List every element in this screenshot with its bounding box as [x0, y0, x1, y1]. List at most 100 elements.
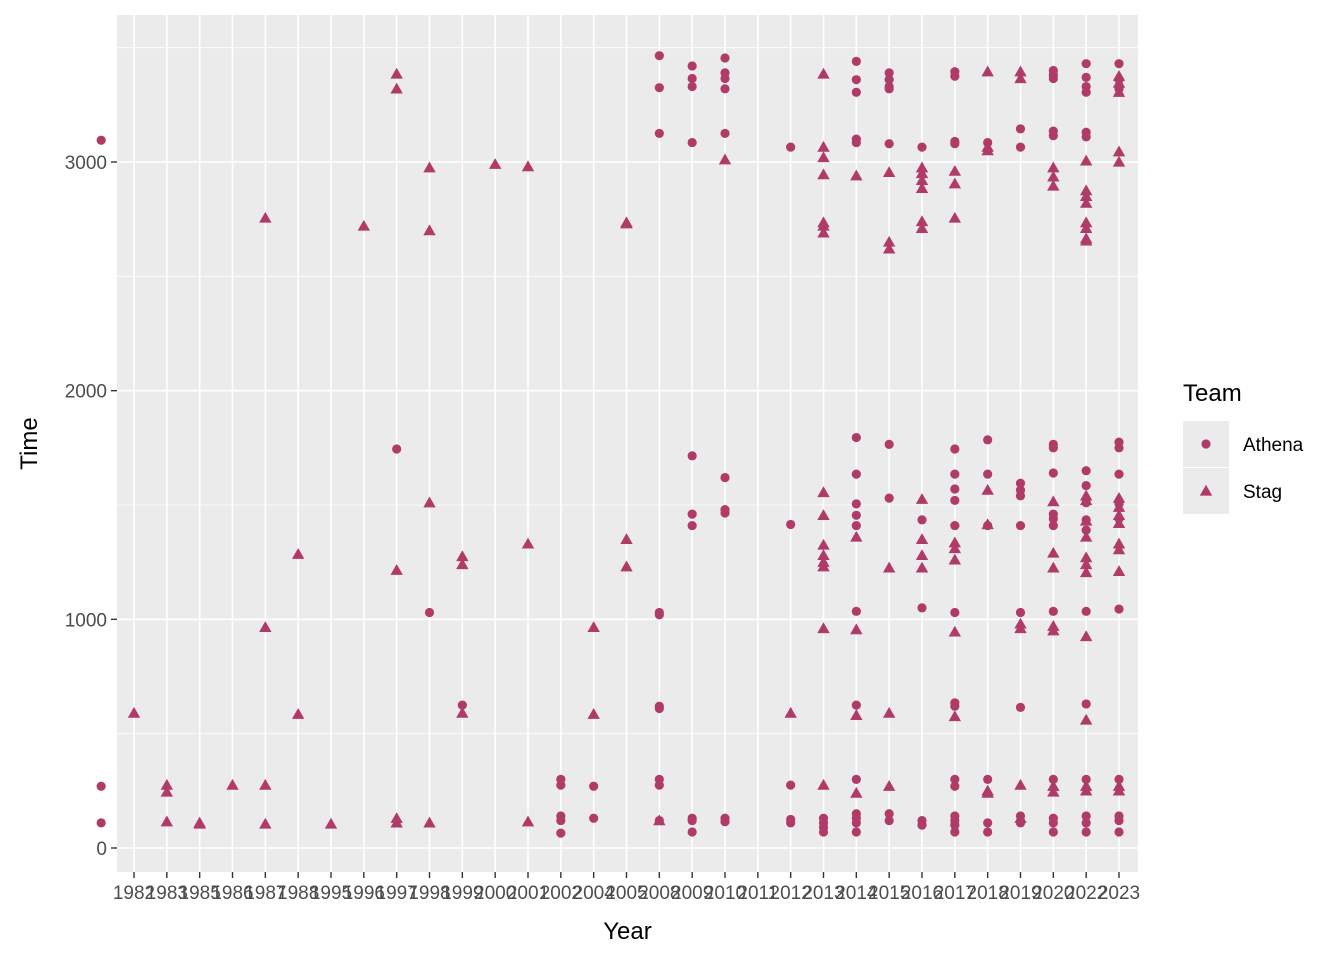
- athena-point: [1048, 443, 1058, 453]
- stag-point: [1112, 543, 1126, 555]
- x-tick-label: 1995: [310, 883, 352, 904]
- y-tick-label: 2000: [65, 382, 107, 403]
- stag-point: [1047, 495, 1060, 507]
- athena-point: [556, 815, 566, 826]
- stag-point: [817, 509, 830, 520]
- athena-point: [1081, 606, 1091, 616]
- stag-point: [1079, 154, 1093, 166]
- athena-point: [983, 435, 993, 445]
- stag-point: [1014, 65, 1027, 77]
- stag-point: [850, 623, 863, 635]
- stag-point: [1079, 196, 1093, 208]
- athena-point: [1015, 491, 1026, 501]
- athena-point: [851, 499, 861, 509]
- stag-point: [882, 780, 896, 791]
- x-tick-label: 2019: [999, 883, 1041, 904]
- x-tick-label: 2022: [1065, 883, 1107, 904]
- x-tick-label: 1983: [146, 883, 188, 904]
- x-tick-label: 1999: [441, 883, 483, 904]
- athena-point: [1048, 774, 1058, 785]
- stag-point: [882, 242, 896, 254]
- athena-point: [983, 818, 993, 828]
- athena-point: [884, 493, 894, 503]
- stag-point: [456, 550, 469, 562]
- athena-point: [1015, 142, 1026, 152]
- athena-point: [96, 818, 106, 828]
- athena-point: [851, 75, 861, 85]
- athena-point: [720, 73, 730, 84]
- athena-point: [1081, 59, 1091, 69]
- stag-point: [653, 814, 666, 826]
- stag-point: [1014, 622, 1027, 634]
- y-axis: 0 1000 2000 3000: [65, 153, 117, 860]
- stag-point: [817, 168, 830, 180]
- athena-point: [950, 774, 960, 785]
- athena-point: [720, 128, 730, 139]
- legend-stag-marker: [1199, 484, 1213, 496]
- athena-point: [950, 444, 960, 454]
- x-tick-label: 1986: [211, 883, 253, 904]
- y-tick-label: 3000: [65, 153, 107, 174]
- stag-point: [1112, 517, 1126, 528]
- stag-point: [948, 625, 962, 637]
- athena-point: [1081, 132, 1091, 142]
- stag-point: [1112, 86, 1126, 97]
- athena-point: [1114, 604, 1124, 614]
- stag-point: [948, 177, 962, 189]
- athena-point: [720, 817, 730, 827]
- athena-point: [786, 519, 796, 530]
- x-tick-label: 2018: [967, 883, 1009, 904]
- stag-point: [291, 708, 305, 719]
- legend-title: Team: [1183, 380, 1242, 407]
- stag-point: [423, 496, 436, 508]
- athena-point: [950, 827, 960, 837]
- stag-point: [915, 561, 929, 573]
- legend: Team Athena Stag: [1183, 380, 1304, 514]
- stag-point: [1079, 234, 1093, 246]
- athena-point: [720, 53, 730, 63]
- athena-point: [851, 56, 861, 66]
- athena-point: [1048, 827, 1058, 837]
- stag-point: [1047, 161, 1060, 173]
- stag-point: [817, 560, 830, 572]
- stag-point: [1112, 76, 1126, 88]
- stag-point: [948, 536, 962, 548]
- stag-point: [882, 706, 896, 718]
- plot-panel: [117, 15, 1138, 872]
- stag-point: [488, 158, 502, 169]
- athena-point: [1015, 478, 1026, 488]
- athena-point: [654, 610, 664, 620]
- stag-point: [915, 167, 929, 179]
- athena-point: [654, 780, 664, 790]
- stag-point: [948, 553, 962, 565]
- athena-point: [1081, 818, 1091, 828]
- stag-point: [850, 530, 863, 542]
- athena-point: [884, 68, 894, 78]
- x-tick-label: 2014: [835, 883, 878, 904]
- stag-point: [1079, 190, 1093, 201]
- stag-point: [1079, 558, 1093, 570]
- athena-point: [950, 607, 960, 618]
- stag-point: [259, 778, 272, 790]
- athena-point: [884, 75, 894, 85]
- athena-point: [654, 51, 664, 61]
- athena-point: [457, 700, 467, 710]
- stag-point: [390, 563, 403, 575]
- x-tick-label: 2000: [474, 883, 516, 904]
- athena-point: [851, 606, 861, 616]
- athena-point: [917, 820, 927, 830]
- stag-point: [259, 817, 272, 829]
- stag-point: [1079, 530, 1093, 542]
- stag-point: [1047, 170, 1060, 182]
- athena-point: [917, 603, 927, 613]
- athena-point: [884, 809, 894, 819]
- athena-point: [720, 508, 730, 518]
- stag-point: [423, 161, 436, 173]
- stag-point: [1047, 780, 1060, 791]
- athena-point: [950, 701, 960, 711]
- athena-point: [556, 780, 566, 790]
- x-tick-label: 2013: [802, 883, 844, 904]
- stag-point: [915, 161, 929, 173]
- athena-point: [1048, 520, 1058, 531]
- stag-point: [587, 708, 600, 719]
